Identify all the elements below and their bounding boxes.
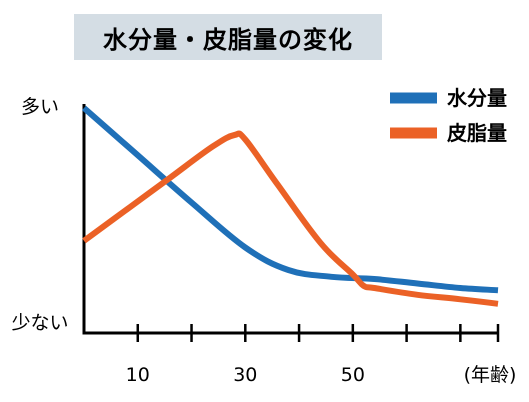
legend-water-content-label: 水分量 [447,86,507,110]
x-axis-label: (年齢) [464,364,517,386]
x-tick-label: 50 [341,364,365,386]
y-axis-low-label: 少ない [11,312,68,334]
series-lines [82,105,499,307]
y-axis-high-label: 多い [21,96,59,118]
chart-title: 水分量・皮脂量の変化 [103,25,353,54]
x-tick-label: 10 [126,364,150,386]
chart-title-box: 水分量・皮脂量の変化 [74,14,382,60]
x-tick-label: 30 [233,364,257,386]
water-content-line [82,105,499,294]
sebum-line [82,130,499,307]
axes: 10 30 50 [82,104,500,386]
legend-sebum-label: 皮脂量 [447,121,507,145]
